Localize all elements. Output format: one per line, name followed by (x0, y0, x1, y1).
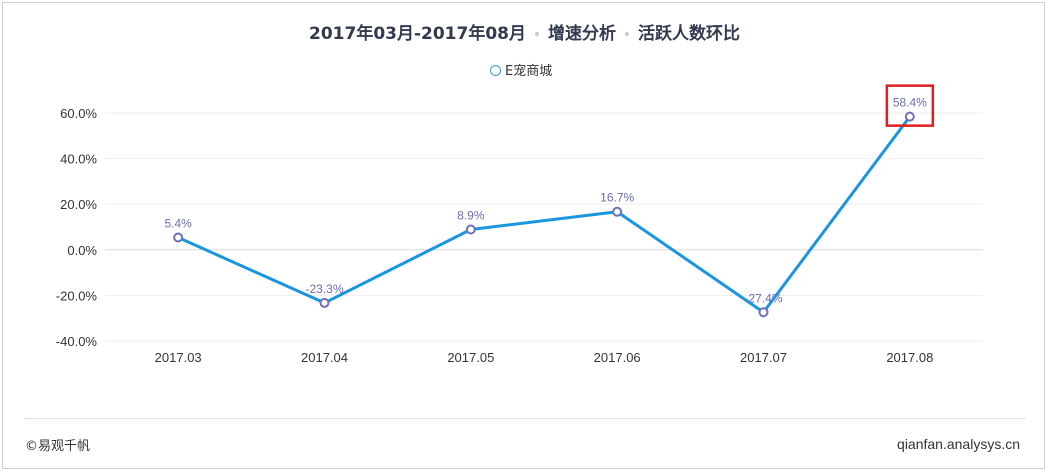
y-tick-label: -40.0% (56, 334, 98, 349)
y-tick-label: 60.0% (60, 106, 97, 121)
series-line (177, 115, 912, 314)
x-tick-label: 2017.04 (301, 350, 348, 365)
data-label: -23.3% (305, 282, 343, 296)
data-label: 5.4% (164, 216, 192, 230)
title-separator-dot (535, 32, 539, 36)
data-point (904, 111, 915, 122)
x-tick-label: 2017.08 (886, 350, 933, 365)
source-credit: ©易观千帆 (25, 439, 91, 454)
title-date-range: 2017年03月-2017年08月 (309, 24, 526, 44)
data-label: 58.4% (893, 96, 927, 110)
chart-legend[interactable]: E宠商城 (490, 60, 552, 79)
data-point (465, 224, 476, 235)
data-label: 16.7% (600, 191, 634, 205)
source-site: qianfan.analysys.cn (897, 436, 1020, 452)
title-metric: 活跃人数环比 (638, 24, 740, 44)
title-separator-dot (625, 32, 629, 36)
x-tick-label: 2017.03 (155, 350, 202, 365)
title-analysis: 增速分析 (548, 24, 616, 44)
data-label: -27.4% (744, 291, 782, 305)
y-tick-label: 20.0% (60, 197, 97, 212)
chart-title: 2017年03月-2017年08月 增速分析 活跃人数环比 (3, 19, 1046, 44)
data-point (173, 232, 184, 243)
x-tick-label: 2017.06 (594, 350, 641, 365)
x-tick-label: 2017.05 (447, 350, 494, 365)
data-point (758, 307, 769, 318)
footer-divider (25, 418, 1025, 419)
data-label: 8.9% (457, 209, 485, 223)
x-tick-label: 2017.07 (740, 350, 787, 365)
legend-label: E宠商城 (505, 64, 553, 79)
data-point (319, 297, 330, 308)
y-tick-label: -20.0% (56, 288, 98, 303)
highlight-box (885, 84, 935, 127)
y-tick-label: 0.0% (67, 243, 97, 258)
legend-circle-icon (490, 65, 501, 76)
data-point (612, 206, 623, 217)
y-tick-label: 40.0% (60, 152, 97, 167)
